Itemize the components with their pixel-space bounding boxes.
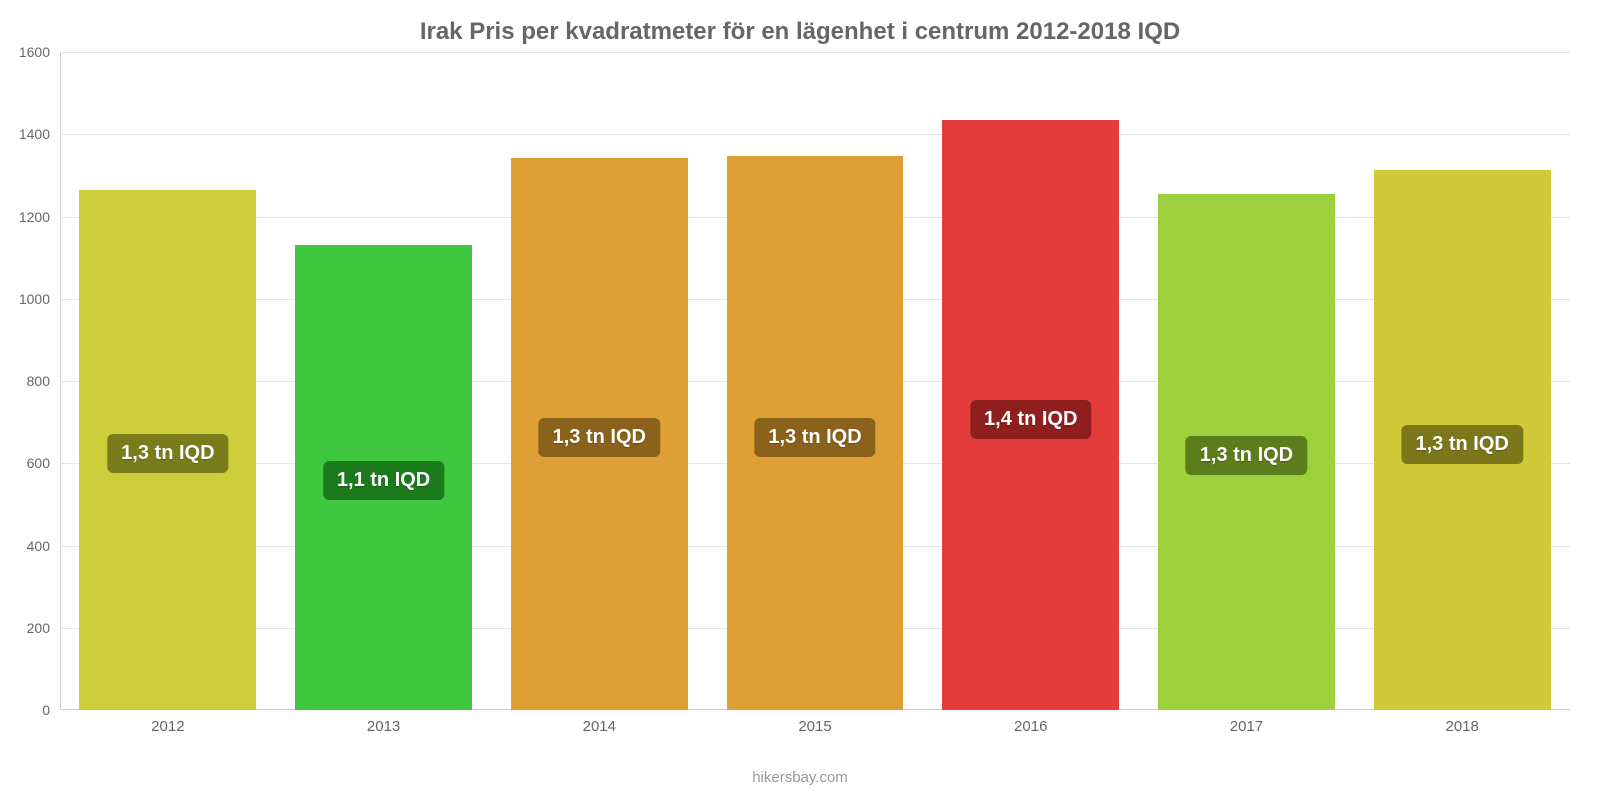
bar-slot: 1,3 tn IQD bbox=[60, 52, 276, 710]
y-tick-label: 1200 bbox=[19, 209, 50, 225]
bar: 1,4 tn IQD bbox=[942, 120, 1119, 710]
bar-slot: 1,1 tn IQD bbox=[276, 52, 492, 710]
bar-value-label: 1,3 tn IQD bbox=[1186, 436, 1307, 475]
chart-title: Irak Pris per kvadratmeter för en lägenh… bbox=[0, 0, 1600, 46]
y-tick-label: 1000 bbox=[19, 291, 50, 307]
y-tick-label: 0 bbox=[42, 702, 50, 718]
bar-slot: 1,4 tn IQD bbox=[923, 52, 1139, 710]
bar-value-label: 1,4 tn IQD bbox=[970, 400, 1091, 439]
x-tick-label: 2018 bbox=[1354, 710, 1570, 738]
bar: 1,3 tn IQD bbox=[1374, 170, 1551, 710]
plot-area: 1,3 tn IQD 1,1 tn IQD 1,3 tn IQD 1,3 tn IQD… bbox=[60, 52, 1570, 710]
bar: 1,1 tn IQD bbox=[295, 245, 472, 710]
bar-value-label: 1,3 tn IQD bbox=[539, 418, 660, 457]
x-tick-label: 2013 bbox=[276, 710, 492, 738]
bar-slot: 1,3 tn IQD bbox=[491, 52, 707, 710]
bar-slot: 1,3 tn IQD bbox=[1139, 52, 1355, 710]
bar: 1,3 tn IQD bbox=[727, 156, 904, 710]
y-tick-label: 1600 bbox=[19, 44, 50, 60]
y-tick-label: 600 bbox=[27, 455, 50, 471]
chart-area: 1,3 tn IQD 1,1 tn IQD 1,3 tn IQD 1,3 tn IQD… bbox=[60, 52, 1570, 738]
x-tick-label: 2016 bbox=[923, 710, 1139, 738]
x-tick-label: 2014 bbox=[491, 710, 707, 738]
bar-value-label: 1,3 tn IQD bbox=[107, 434, 228, 473]
bar: 1,3 tn IQD bbox=[511, 158, 688, 710]
bar: 1,3 tn IQD bbox=[1158, 194, 1335, 710]
x-tick-label: 2015 bbox=[707, 710, 923, 738]
bar-slot: 1,3 tn IQD bbox=[707, 52, 923, 710]
x-axis-ticks: 2012201320142015201620172018 bbox=[60, 710, 1570, 738]
bar-slot: 1,3 tn IQD bbox=[1354, 52, 1570, 710]
bar-value-label: 1,1 tn IQD bbox=[323, 461, 444, 500]
bar: 1,3 tn IQD bbox=[79, 190, 256, 710]
y-tick-label: 200 bbox=[27, 620, 50, 636]
bars-container: 1,3 tn IQD 1,1 tn IQD 1,3 tn IQD 1,3 tn IQD… bbox=[60, 52, 1570, 710]
x-tick-label: 2012 bbox=[60, 710, 276, 738]
y-tick-label: 1400 bbox=[19, 126, 50, 142]
y-tick-label: 400 bbox=[27, 538, 50, 554]
bar-value-label: 1,3 tn IQD bbox=[754, 418, 875, 457]
chart-footer: hikersbay.com bbox=[0, 769, 1600, 786]
x-tick-label: 2017 bbox=[1139, 710, 1355, 738]
bar-value-label: 1,3 tn IQD bbox=[1401, 425, 1522, 464]
y-tick-label: 800 bbox=[27, 373, 50, 389]
